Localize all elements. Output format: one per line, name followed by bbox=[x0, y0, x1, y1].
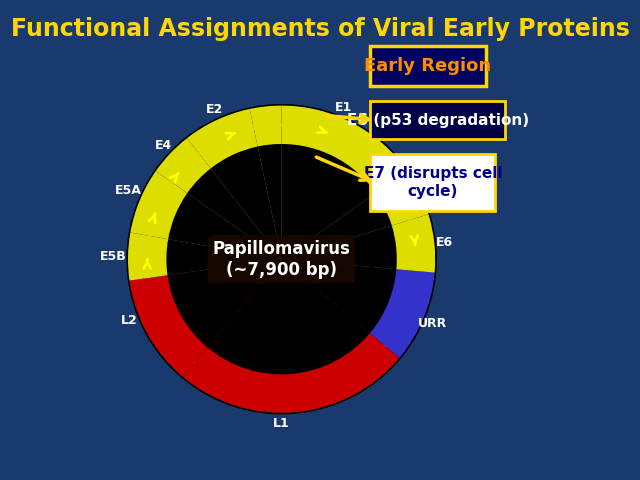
Text: Papillomavirus
(~7,900 bp): Papillomavirus (~7,900 bp) bbox=[212, 240, 351, 278]
Wedge shape bbox=[156, 138, 282, 259]
Wedge shape bbox=[187, 109, 282, 259]
Text: L1: L1 bbox=[273, 417, 290, 430]
Text: E7 (disrupts cell
cycle): E7 (disrupts cell cycle) bbox=[364, 166, 502, 199]
Text: E4: E4 bbox=[155, 139, 172, 152]
Text: E6 (p53 degradation): E6 (p53 degradation) bbox=[346, 112, 529, 128]
Text: E7: E7 bbox=[420, 181, 438, 194]
Text: E2: E2 bbox=[206, 103, 223, 116]
Wedge shape bbox=[207, 259, 370, 374]
Wedge shape bbox=[168, 259, 282, 348]
Text: E6: E6 bbox=[436, 236, 453, 249]
Text: E5B: E5B bbox=[100, 250, 127, 263]
Wedge shape bbox=[282, 171, 429, 259]
Wedge shape bbox=[128, 232, 282, 281]
Wedge shape bbox=[282, 259, 435, 358]
Wedge shape bbox=[258, 144, 282, 259]
Text: L2: L2 bbox=[121, 314, 138, 327]
Wedge shape bbox=[282, 214, 435, 273]
FancyBboxPatch shape bbox=[371, 101, 505, 139]
FancyBboxPatch shape bbox=[371, 46, 486, 86]
Wedge shape bbox=[211, 146, 282, 259]
Wedge shape bbox=[129, 259, 282, 377]
Text: E5A: E5A bbox=[115, 184, 141, 197]
Wedge shape bbox=[250, 106, 282, 259]
Wedge shape bbox=[282, 226, 397, 269]
Wedge shape bbox=[131, 171, 282, 259]
Wedge shape bbox=[282, 144, 376, 259]
Text: Functional Assignments of Viral Early Proteins: Functional Assignments of Viral Early Pr… bbox=[11, 17, 629, 41]
Wedge shape bbox=[282, 193, 392, 259]
Circle shape bbox=[127, 105, 436, 414]
Text: Early Region: Early Region bbox=[364, 57, 492, 75]
Text: E1: E1 bbox=[334, 101, 351, 114]
Wedge shape bbox=[183, 259, 399, 413]
Wedge shape bbox=[282, 259, 396, 333]
Text: URR: URR bbox=[418, 317, 447, 330]
Wedge shape bbox=[282, 106, 408, 259]
Wedge shape bbox=[188, 168, 282, 259]
Wedge shape bbox=[168, 193, 282, 259]
FancyBboxPatch shape bbox=[371, 154, 495, 211]
Wedge shape bbox=[166, 239, 282, 275]
